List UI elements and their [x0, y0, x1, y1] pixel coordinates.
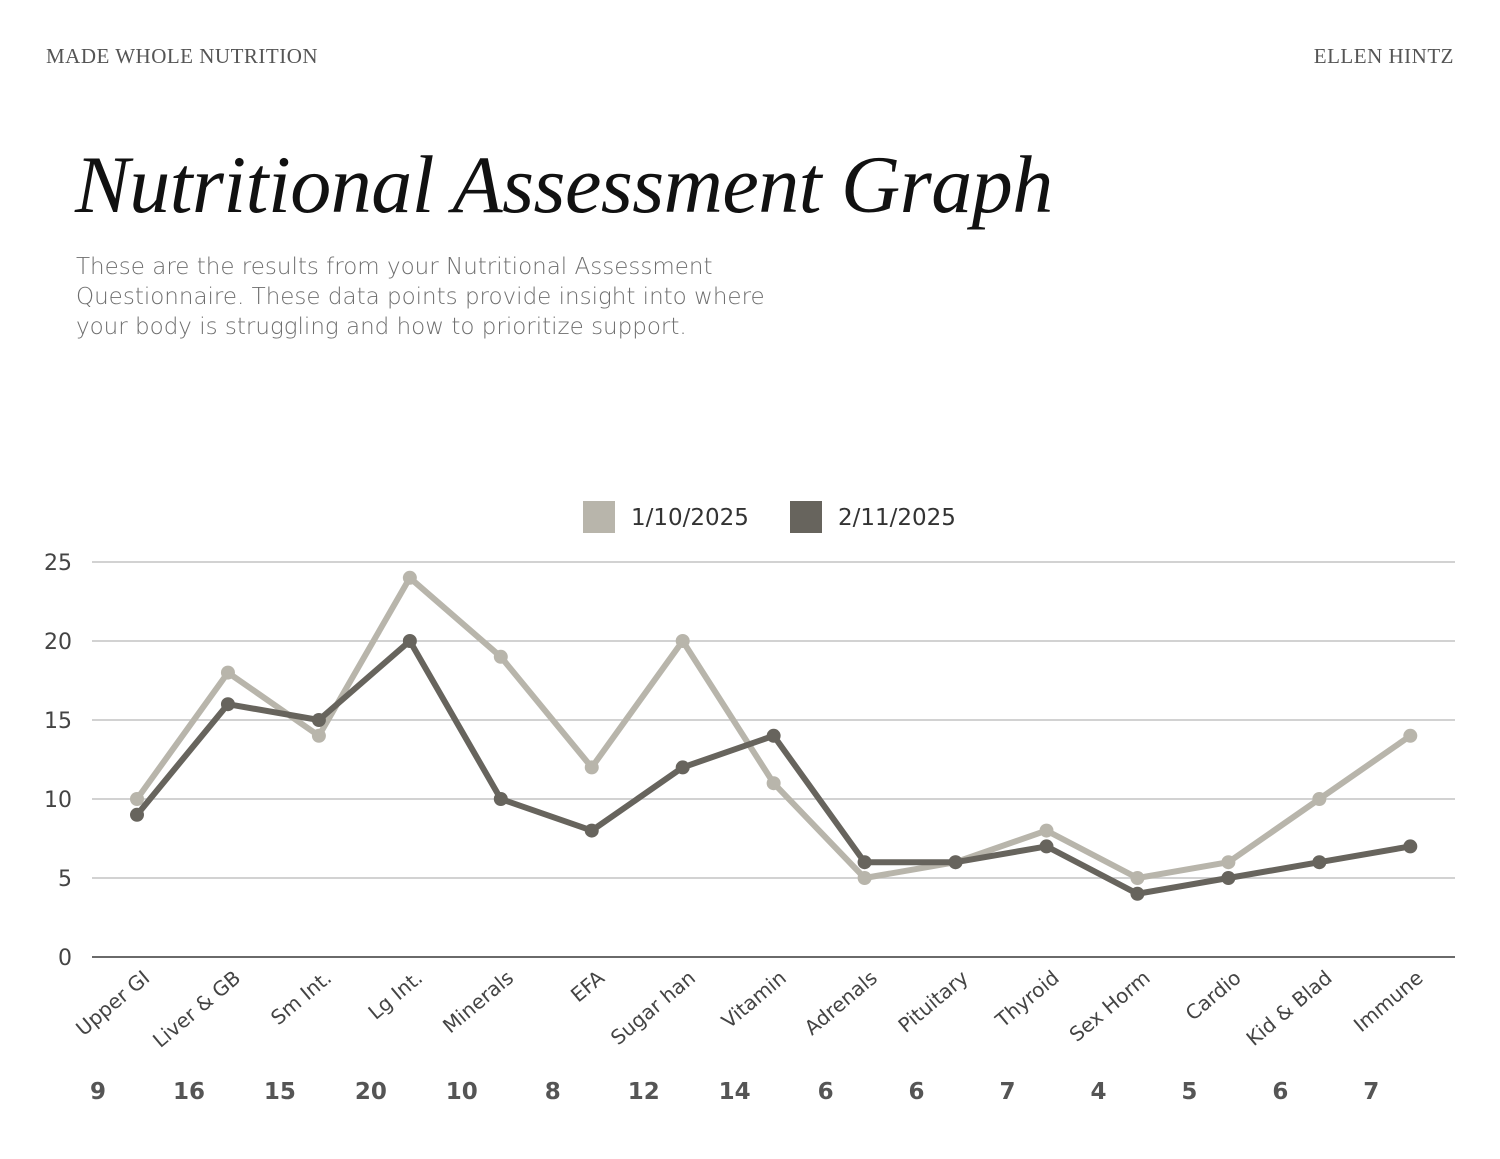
- line-chart: 1/10/2025 2/11/2025 0 5 10 15 20 25 Upper GILi…: [44, 501, 1455, 1105]
- data-point: [857, 871, 872, 885]
- intro-text: These are the results from your Nutritio…: [76, 254, 765, 340]
- x-tick-label: Sex Horm: [1065, 965, 1155, 1046]
- x-tick-label: Cardio: [1181, 965, 1246, 1025]
- data-point: [857, 855, 872, 870]
- data-point: [220, 697, 235, 712]
- bottom-value: 5: [1181, 1079, 1197, 1105]
- data-point: [1039, 839, 1054, 854]
- bottom-value: 9: [90, 1079, 106, 1105]
- series-1: [130, 570, 1418, 885]
- bottom-value: 7: [999, 1079, 1015, 1105]
- x-tick-label: Adrenals: [800, 965, 882, 1039]
- y-tick-label: 25: [44, 551, 72, 576]
- bottom-value: 10: [446, 1079, 478, 1105]
- x-tick-label: EFA: [566, 965, 609, 1007]
- x-tick-label: Lg Int.: [363, 965, 427, 1024]
- data-point: [402, 570, 417, 585]
- data-point: [1312, 792, 1327, 806]
- bottom-value: 8: [545, 1079, 561, 1105]
- brand-name: MADE WHOLE NUTRITION: [46, 44, 319, 68]
- x-tick-label: Sugar han: [606, 965, 700, 1049]
- data-point: [493, 649, 508, 664]
- bottom-value: 7: [1363, 1079, 1379, 1105]
- y-tick-label: 15: [44, 709, 72, 734]
- chart-series: [130, 570, 1418, 901]
- data-point: [493, 792, 508, 806]
- bottom-values-row: 9 16 15 20 10 8 12 14 6 6 7 4 5 6 7: [90, 1079, 1379, 1105]
- x-tick-label: Liver & GB: [148, 965, 245, 1052]
- data-point: [766, 728, 781, 743]
- data-point: [675, 634, 690, 648]
- data-point: [584, 823, 599, 838]
- data-point: [1221, 855, 1236, 870]
- x-tick-label: Pituitary: [893, 965, 972, 1037]
- bottom-value: 14: [719, 1079, 751, 1105]
- bottom-value: 15: [264, 1079, 296, 1105]
- x-tick-label: Immune: [1349, 965, 1428, 1036]
- bottom-value: 4: [1090, 1079, 1106, 1105]
- bottom-value: 6: [818, 1079, 834, 1105]
- chart-grid: [92, 561, 1455, 958]
- bottom-value: 6: [1272, 1079, 1288, 1105]
- legend-item: 2/11/2025: [790, 501, 956, 533]
- x-tick-label: Vitamin: [717, 965, 791, 1033]
- data-point: [1130, 871, 1145, 885]
- x-tick-label: Minerals: [438, 965, 518, 1038]
- series-2: [130, 634, 1418, 901]
- data-point: [766, 776, 781, 791]
- legend-swatch: [583, 501, 615, 533]
- x-tick-label: Sm Int.: [266, 965, 336, 1029]
- y-tick-label: 10: [44, 788, 72, 813]
- x-tick-label: Upper GI: [71, 965, 154, 1040]
- y-tick-label: 0: [58, 946, 72, 971]
- bottom-value: 12: [628, 1079, 660, 1105]
- bottom-value: 6: [909, 1079, 925, 1105]
- data-point: [130, 792, 144, 806]
- bottom-value: 20: [355, 1079, 387, 1105]
- legend-label: 1/10/2025: [631, 505, 749, 531]
- data-point: [1312, 855, 1327, 870]
- bottom-value: 16: [173, 1079, 205, 1105]
- series-line: [134, 574, 1414, 881]
- y-axis-ticks: 0 5 10 15 20 25: [44, 551, 72, 971]
- y-tick-label: 20: [44, 630, 72, 655]
- data-point: [1130, 886, 1145, 901]
- data-point: [220, 665, 235, 680]
- y-tick-label: 5: [58, 867, 72, 892]
- x-tick-label: Kid & Blad: [1242, 965, 1337, 1050]
- data-point: [584, 760, 599, 775]
- data-point: [311, 728, 326, 743]
- chart-legend: 1/10/2025 2/11/2025: [583, 501, 956, 533]
- data-point: [402, 634, 417, 648]
- data-point: [311, 713, 326, 727]
- data-point: [1403, 839, 1418, 854]
- author-name: ELLEN HINTZ: [1313, 44, 1454, 68]
- data-point: [130, 807, 144, 822]
- data-point: [1403, 728, 1418, 743]
- series-line: [134, 638, 1414, 897]
- x-tick-label: Thyroid: [990, 965, 1064, 1032]
- data-point: [948, 855, 963, 870]
- legend-item: 1/10/2025: [583, 501, 749, 533]
- legend-label: 2/11/2025: [838, 505, 956, 531]
- data-point: [675, 760, 690, 775]
- data-point: [1221, 871, 1236, 885]
- legend-swatch: [790, 501, 822, 533]
- page-title: Nutritional Assessment Graph: [75, 139, 1053, 230]
- data-point: [1039, 823, 1054, 838]
